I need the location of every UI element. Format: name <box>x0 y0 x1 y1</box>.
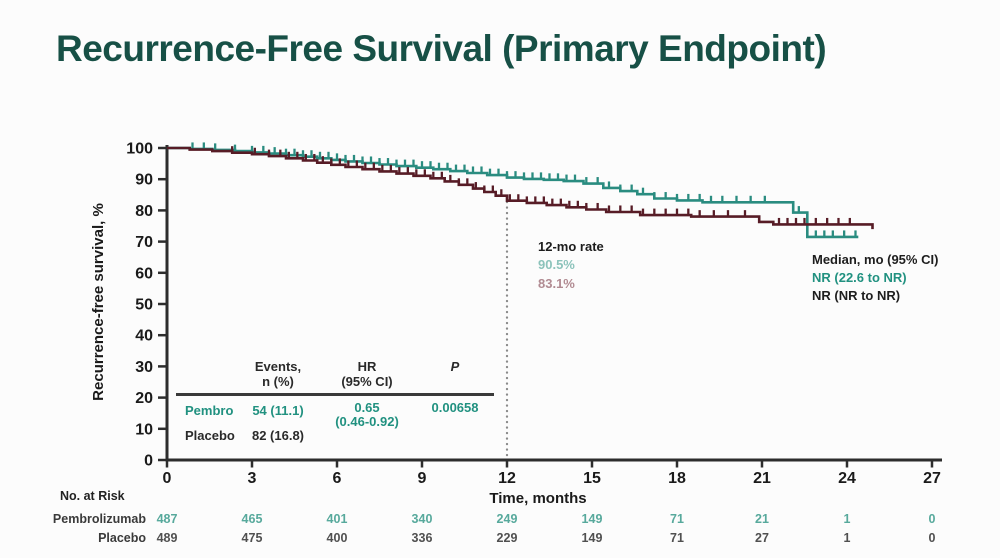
stats-table-divider <box>176 393 494 396</box>
risk-value: 400 <box>326 531 348 545</box>
risk-row-placebo: Placebo 489 475 400 336 229 149 71 27 1 0 <box>0 531 1000 547</box>
risk-value: 0 <box>928 512 936 526</box>
risk-row-pembrolizumab: Pembrolizumab 487 465 401 340 249 149 71 21 1 0 <box>0 512 1000 528</box>
svg-text:9: 9 <box>418 470 427 487</box>
stats-placebo-events: 82 (16.8) <box>251 428 305 443</box>
median-annotation-header: Median, mo (95% CI) <box>812 252 939 267</box>
risk-value: 465 <box>241 512 263 526</box>
risk-value: 475 <box>241 531 263 545</box>
stats-pembro-p-value: 0.00658 <box>431 400 479 415</box>
svg-text:40: 40 <box>135 328 153 345</box>
risk-row-placebo-label: Placebo <box>98 531 146 545</box>
svg-text:6: 6 <box>333 470 342 487</box>
svg-text:30: 30 <box>135 359 153 376</box>
stats-header-events-line1: Events, <box>254 359 302 374</box>
risk-value: 487 <box>156 512 178 526</box>
risk-value: 21 <box>755 512 769 526</box>
y-axis-ticks: 0 10 20 30 40 50 60 70 80 90 100 <box>126 141 167 470</box>
stats-header-hr-line1: HR <box>357 359 377 374</box>
svg-text:24: 24 <box>838 470 856 487</box>
page-title: Recurrence-Free Survival (Primary Endpoi… <box>56 28 827 69</box>
svg-text:90: 90 <box>135 172 153 189</box>
stats-pembro-events: 54 (11.1) <box>252 403 304 418</box>
svg-text:70: 70 <box>135 234 153 251</box>
median-placebo-value: NR (NR to NR) <box>812 288 901 303</box>
stats-pembro-hr-ci: (0.46-0.92) <box>335 414 399 429</box>
risk-value: 1 <box>843 512 851 526</box>
placebo-curve <box>167 146 874 230</box>
svg-text:18: 18 <box>668 470 686 487</box>
number-at-risk-header: No. at Risk <box>60 489 125 503</box>
risk-value: 401 <box>326 512 348 526</box>
risk-value: 229 <box>496 531 518 545</box>
risk-value: 149 <box>581 512 603 526</box>
twelve-month-rate-label: 12-mo rate <box>538 239 604 254</box>
twelve-month-rate-placebo-value: 83.1% <box>538 276 575 291</box>
risk-value: 149 <box>581 531 603 545</box>
svg-text:0: 0 <box>144 453 153 470</box>
risk-value: 336 <box>411 531 433 545</box>
svg-text:80: 80 <box>135 203 153 220</box>
risk-value: 71 <box>670 531 684 545</box>
svg-text:15: 15 <box>583 470 601 487</box>
stats-row-placebo-label: Placebo <box>185 428 235 443</box>
svg-text:10: 10 <box>135 421 153 438</box>
stats-row-pembro-label: Pembro <box>185 403 234 418</box>
risk-row-pembrolizumab-label: Pembrolizumab <box>52 512 146 526</box>
x-axis-title: Time, months <box>489 490 586 507</box>
pembro-curve <box>167 142 859 239</box>
risk-value: 489 <box>156 531 178 545</box>
svg-text:21: 21 <box>753 470 771 487</box>
stats-header-p: P <box>450 359 460 374</box>
risk-value: 71 <box>670 512 684 526</box>
svg-text:60: 60 <box>135 265 153 282</box>
risk-value: 27 <box>755 531 769 545</box>
median-pembro-value: NR (22.6 to NR) <box>812 270 907 285</box>
y-axis-title: Recurrence-free survival, % <box>90 203 107 401</box>
svg-text:12: 12 <box>498 470 516 487</box>
risk-value: 1 <box>843 531 851 545</box>
stats-header-hr-line2: (95% CI) <box>341 374 393 389</box>
svg-text:0: 0 <box>163 470 172 487</box>
svg-text:3: 3 <box>248 470 257 487</box>
twelve-month-rate-pembro-value: 90.5% <box>538 257 575 272</box>
risk-value: 249 <box>496 512 518 526</box>
svg-text:20: 20 <box>135 390 153 407</box>
stats-pembro-hr: 0.65 <box>354 400 380 415</box>
svg-text:50: 50 <box>135 297 153 314</box>
stats-header-events-line2: n (%) <box>262 374 294 389</box>
risk-value: 0 <box>928 531 936 545</box>
svg-text:27: 27 <box>923 470 941 487</box>
risk-value: 340 <box>411 512 433 526</box>
x-axis-ticks: 0 3 6 9 12 15 18 21 24 27 <box>163 460 941 487</box>
svg-text:100: 100 <box>126 141 153 158</box>
